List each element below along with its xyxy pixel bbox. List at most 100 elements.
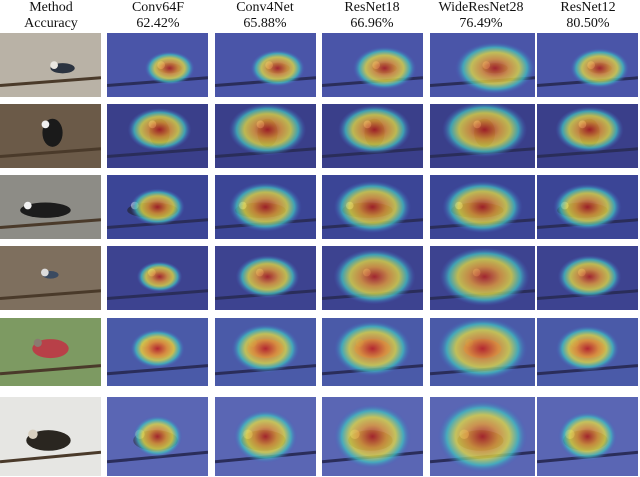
perch (0, 76, 101, 87)
heatmap-canvas (430, 318, 535, 386)
attention-blob (442, 180, 523, 234)
perch (0, 218, 101, 229)
attention-blob (333, 180, 412, 234)
bird-body (20, 202, 71, 218)
heatmap-image (537, 246, 638, 310)
heatmap-image (537, 397, 638, 476)
heatmap-canvas (322, 33, 423, 97)
heatmap-image (107, 318, 208, 386)
heatmap-image (107, 397, 208, 476)
heatmap-image (322, 397, 423, 476)
attention-blob (555, 106, 624, 153)
original-image (0, 397, 101, 476)
original-image (0, 104, 101, 168)
column-header-resnet12: ResNet12 80.50% (537, 0, 639, 32)
attention-blob (229, 182, 302, 232)
method-name: ResNet18 (344, 0, 400, 15)
attention-blob (338, 105, 411, 155)
attention-blob (557, 411, 618, 462)
bird-head (41, 268, 49, 277)
photo-canvas (0, 397, 101, 476)
photo-canvas (0, 33, 101, 97)
heatmap-canvas (537, 318, 638, 386)
bird-head (23, 201, 32, 210)
heatmap-image (430, 104, 535, 168)
heatmap-canvas (107, 397, 208, 476)
method-name: WideResNet28 (438, 0, 524, 15)
heatmap-canvas (322, 318, 423, 386)
method-name: ResNet12 (560, 0, 616, 15)
row-label-header: Method Accuracy (0, 0, 102, 32)
perch (537, 147, 638, 158)
method-accuracy: 76.49% (459, 16, 503, 31)
heatmap-image (322, 318, 423, 386)
attention-blob (333, 249, 416, 305)
attention-blob (130, 329, 185, 369)
bird-head (28, 429, 38, 440)
attention-blob (250, 49, 305, 87)
attention-blob (235, 255, 300, 299)
attention-blob (555, 325, 620, 372)
perch (107, 147, 208, 158)
original-image (0, 175, 101, 239)
heatmap-canvas (537, 397, 638, 476)
heatmap-image (322, 175, 423, 239)
heatmap-image (537, 104, 638, 168)
heatmap-image (430, 397, 535, 476)
heatmap-image (215, 175, 316, 239)
photo-canvas (0, 246, 101, 310)
attention-blob (439, 247, 530, 306)
heatmap-image (215, 246, 316, 310)
heatmap-image (107, 104, 208, 168)
attention-blob (228, 104, 307, 156)
heatmap-image (215, 397, 316, 476)
heatmap-image (215, 104, 316, 168)
heatmap-image (215, 33, 316, 97)
heatmap-canvas (430, 104, 535, 168)
attention-blob (333, 320, 412, 377)
heatmap-image (430, 246, 535, 310)
heatmap-image (537, 318, 638, 386)
photo-canvas (0, 175, 101, 239)
attention-blob (127, 108, 192, 152)
heatmap-canvas (215, 33, 316, 97)
attention-blob (352, 46, 417, 90)
heatmap-image (430, 33, 535, 97)
column-header-conv4net: Conv4Net 65.88% (215, 0, 315, 32)
original-image (0, 246, 101, 310)
heatmap-image (537, 175, 638, 239)
method-accuracy: 65.88% (243, 16, 287, 31)
heatmap-canvas (537, 104, 638, 168)
heatmap-canvas (215, 318, 316, 386)
original-image (0, 318, 101, 386)
attention-blob (442, 104, 528, 158)
heatmap-canvas (430, 397, 535, 476)
method-accuracy: 80.50% (566, 16, 610, 31)
heatmap-canvas (322, 246, 423, 310)
heatmap-image (430, 175, 535, 239)
heatmap-canvas (322, 397, 423, 476)
heatmap-image (215, 318, 316, 386)
bird-head (50, 61, 58, 69)
attention-blob (437, 318, 528, 380)
heatmap-image (430, 318, 535, 386)
perch (107, 289, 208, 300)
perch (0, 289, 101, 300)
attention-blob (437, 400, 528, 473)
perch (0, 147, 101, 158)
bird-head (41, 120, 50, 129)
heatmap-canvas (215, 104, 316, 168)
attention-blob (132, 415, 183, 458)
heatmap-canvas (537, 175, 638, 239)
heatmap-image (107, 175, 208, 239)
method-name: Conv64F (131, 0, 185, 15)
heatmap-image (107, 246, 208, 310)
original-image (0, 33, 101, 97)
bird-head (33, 338, 42, 347)
attention-blob (557, 255, 622, 299)
perch (0, 364, 101, 376)
accuracy-label: Accuracy (24, 16, 78, 31)
heatmap-canvas (107, 175, 208, 239)
method-label: Method (29, 0, 73, 15)
attention-blob (233, 409, 298, 464)
